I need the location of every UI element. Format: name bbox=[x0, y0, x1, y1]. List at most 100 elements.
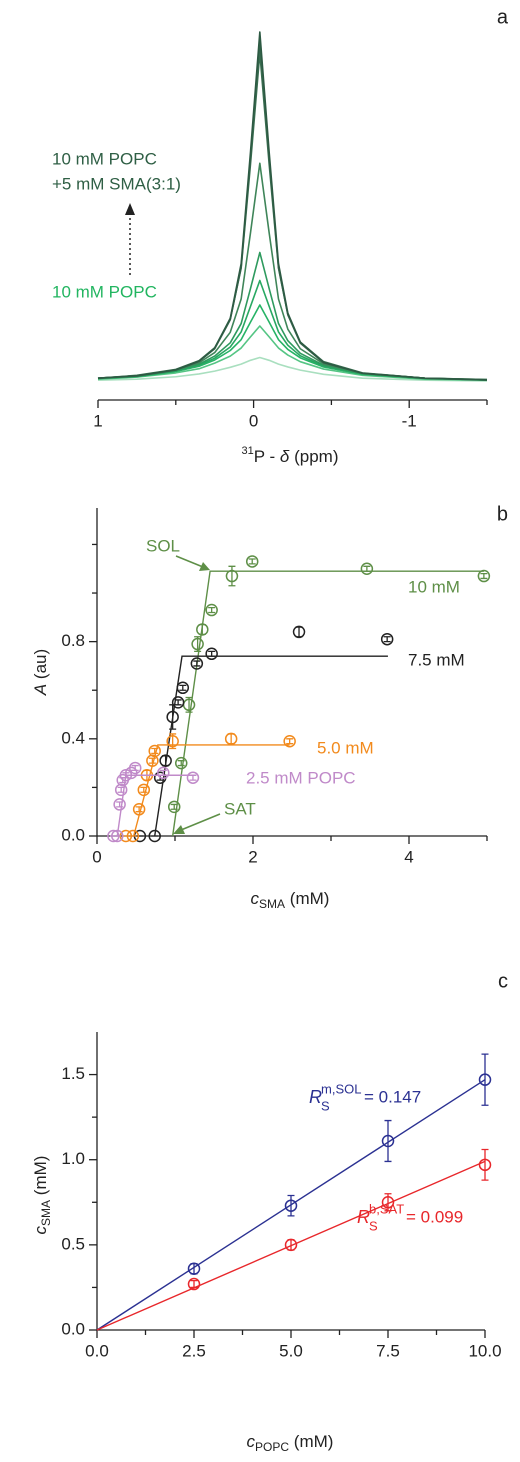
data-point bbox=[190, 657, 204, 670]
data-point bbox=[167, 800, 181, 814]
label-part: POPC bbox=[255, 1440, 289, 1454]
x-tick-label: 2.5 bbox=[182, 1341, 206, 1360]
fit-label: R bbox=[309, 1087, 322, 1107]
spectrum bbox=[97, 325, 488, 382]
arrow bbox=[180, 813, 221, 831]
label-part: P - bbox=[254, 447, 280, 466]
data-point bbox=[381, 1196, 395, 1209]
annotation: SAT bbox=[224, 799, 256, 818]
data-point bbox=[284, 1199, 298, 1212]
error-bar bbox=[174, 699, 182, 706]
x-tick-label: 1 bbox=[93, 411, 102, 430]
data-point bbox=[128, 761, 142, 775]
data-point bbox=[477, 569, 491, 583]
data-point bbox=[114, 783, 128, 797]
fit-label: m,SOL bbox=[321, 1081, 361, 1096]
data-point bbox=[283, 734, 296, 748]
error-bar bbox=[363, 565, 371, 572]
panel-label: b bbox=[497, 503, 508, 525]
y-tick-label: 1.0 bbox=[61, 1149, 85, 1168]
data-point bbox=[148, 744, 161, 758]
x-tick-label: 10.0 bbox=[468, 1341, 501, 1360]
fit-label: = 0.147 bbox=[364, 1087, 421, 1106]
data-point bbox=[205, 647, 218, 661]
annotation: 10 mM POPC bbox=[52, 282, 157, 301]
data-point bbox=[157, 766, 170, 780]
data-point bbox=[111, 829, 124, 843]
y-tick-label: 0.5 bbox=[61, 1234, 85, 1253]
data-point bbox=[113, 798, 126, 811]
annotation: 10 mM POPC bbox=[52, 149, 157, 168]
y-tick-label: 0.0 bbox=[61, 825, 85, 844]
annotation: SOL bbox=[146, 536, 180, 555]
spectrum bbox=[97, 304, 488, 382]
y-tick-label: 0.8 bbox=[61, 631, 85, 650]
fit-label: S bbox=[369, 1218, 378, 1233]
data-point bbox=[196, 623, 209, 636]
arrow bbox=[175, 555, 204, 568]
series-label: 2.5 mM POPC bbox=[246, 768, 356, 787]
label-part: c bbox=[247, 1432, 256, 1451]
data-point bbox=[171, 696, 185, 709]
error-bar bbox=[169, 704, 177, 730]
error-bar bbox=[179, 684, 187, 691]
x-tick-label: -1 bbox=[402, 411, 417, 430]
x-tick-label: 4 bbox=[404, 847, 413, 866]
data-point bbox=[205, 603, 218, 617]
series-label: 7.5 mM bbox=[408, 650, 465, 669]
data-point bbox=[381, 1134, 395, 1148]
data-point bbox=[224, 732, 238, 746]
x-tick-label: 7.5 bbox=[376, 1341, 400, 1360]
data-point bbox=[166, 710, 179, 724]
data-point bbox=[186, 771, 200, 784]
y-axis-label: A (au) bbox=[31, 649, 50, 696]
x-tick-label: 5.0 bbox=[279, 1341, 303, 1360]
data-point bbox=[360, 562, 374, 575]
x-tick-label: 0 bbox=[92, 847, 101, 866]
fit-label: R bbox=[357, 1207, 370, 1227]
error-bar bbox=[193, 660, 201, 667]
data-point bbox=[245, 555, 259, 568]
error-bar bbox=[248, 558, 256, 565]
error-bar bbox=[383, 636, 391, 643]
error-bar bbox=[228, 565, 236, 587]
error-bar bbox=[208, 650, 216, 657]
label-part: (mM) bbox=[289, 1432, 333, 1451]
data-point bbox=[187, 1277, 201, 1291]
error-bar bbox=[384, 1119, 392, 1163]
label-part: SMA bbox=[39, 1200, 53, 1226]
error-bar bbox=[481, 1148, 489, 1181]
annotation: +5 mM SMA(3:1) bbox=[52, 174, 181, 193]
data-point bbox=[166, 734, 179, 748]
panel-label: c bbox=[498, 970, 508, 992]
spectrum bbox=[97, 356, 488, 382]
error-bar bbox=[480, 572, 488, 580]
label-part: 31 bbox=[242, 445, 254, 457]
data-point bbox=[132, 803, 146, 816]
label-part: δ bbox=[280, 447, 290, 466]
arrow-head bbox=[173, 825, 185, 834]
error-bar bbox=[287, 1194, 295, 1217]
label-part: c bbox=[251, 889, 260, 908]
data-point bbox=[478, 1158, 492, 1172]
error-bar bbox=[295, 626, 303, 638]
data-point bbox=[380, 632, 394, 646]
y-tick-label: 0.0 bbox=[61, 1319, 85, 1338]
x-axis-label: cPOPC (mM) bbox=[247, 1432, 334, 1454]
y-axis-label: cSMA (mM) bbox=[31, 1156, 53, 1235]
error-bar bbox=[140, 786, 148, 793]
data-point bbox=[191, 637, 204, 651]
data-point bbox=[159, 754, 172, 767]
x-tick-label: 2 bbox=[248, 847, 257, 866]
spectrum bbox=[97, 31, 488, 381]
label-part: (mM) bbox=[285, 889, 329, 908]
fit-label: = 0.099 bbox=[406, 1207, 463, 1226]
x-tick-label: 0 bbox=[249, 411, 258, 430]
y-tick-label: 1.5 bbox=[61, 1064, 85, 1083]
error-bar bbox=[117, 786, 125, 793]
error-bar bbox=[190, 1279, 198, 1289]
error-bar bbox=[481, 1053, 489, 1106]
label-part: (ppm) bbox=[289, 447, 338, 466]
error-bar bbox=[148, 757, 156, 764]
data-point bbox=[174, 756, 188, 770]
